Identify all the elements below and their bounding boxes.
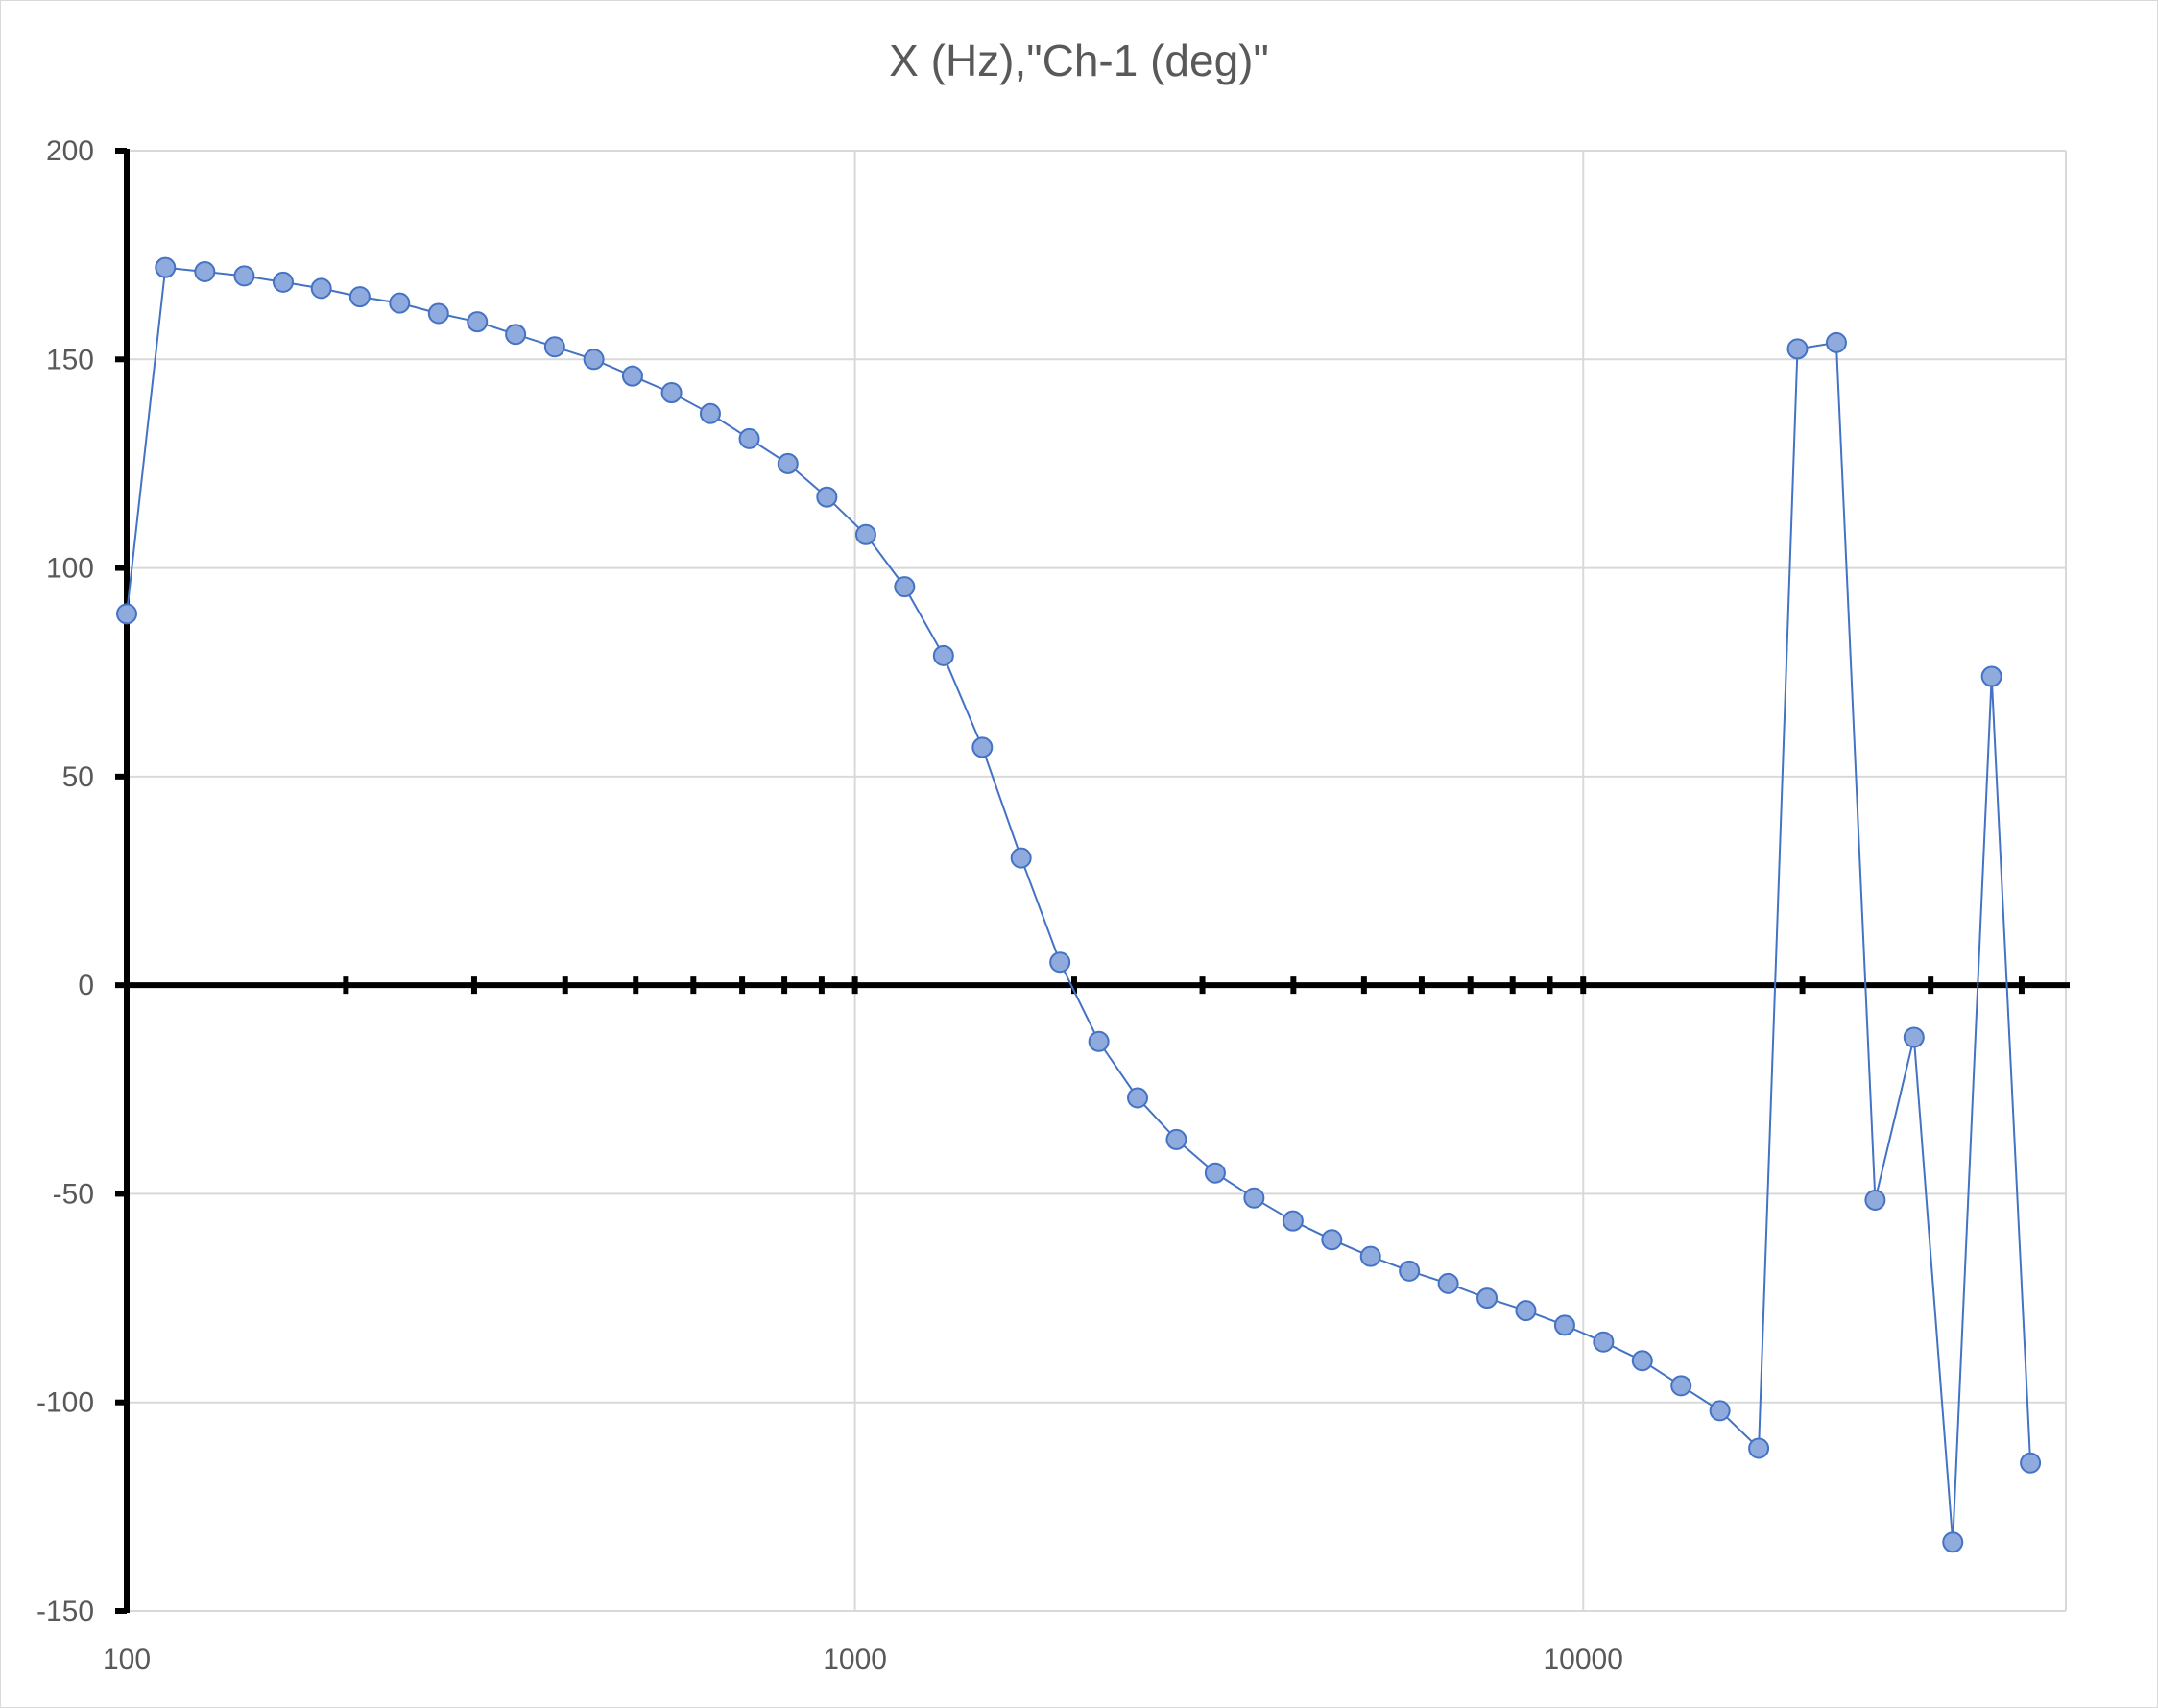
data-point	[660, 382, 683, 404]
data-point	[1903, 1026, 1925, 1048]
data-point	[971, 736, 994, 758]
data-point	[1359, 1245, 1381, 1267]
data-point	[1786, 338, 1809, 360]
data-point	[1476, 1287, 1499, 1310]
data-point	[1165, 1128, 1187, 1150]
data-point	[1321, 1229, 1343, 1251]
data-point	[1864, 1189, 1886, 1211]
data-point	[1515, 1300, 1537, 1322]
data-point	[389, 292, 411, 314]
data-point	[932, 644, 954, 666]
data-point	[116, 603, 137, 625]
x-tick-label: 1000	[823, 1644, 887, 1675]
data-point	[1127, 1087, 1149, 1109]
data-point	[194, 261, 216, 283]
y-tick-label: 0	[78, 970, 94, 1001]
data-point	[1748, 1437, 1770, 1459]
series-ch1	[116, 256, 2042, 1553]
data-point	[1593, 1331, 1615, 1353]
data-point	[738, 427, 760, 449]
data-point	[1980, 665, 2002, 687]
y-tick-label: -100	[36, 1387, 94, 1419]
data-point	[272, 271, 294, 293]
data-point	[854, 523, 876, 545]
y-tick-label: 150	[46, 344, 94, 375]
data-point	[155, 256, 177, 278]
x-tick-label: 100	[103, 1644, 151, 1675]
data-point	[1049, 951, 1071, 974]
data-point	[1825, 331, 1847, 353]
data-point	[1553, 1314, 1575, 1336]
data-point	[1282, 1210, 1304, 1232]
chart-title: X (Hz),"Ch-1 (deg)"	[889, 36, 1269, 85]
data-point	[427, 302, 449, 325]
data-point	[467, 311, 489, 333]
data-point	[1010, 847, 1032, 869]
data-point	[1942, 1531, 1964, 1553]
data-point	[1243, 1187, 1265, 1209]
data-point	[1088, 1030, 1110, 1052]
data-point	[310, 277, 332, 300]
data-point	[1631, 1350, 1653, 1372]
data-point	[2020, 1452, 2042, 1474]
data-point	[1399, 1260, 1421, 1282]
data-point	[816, 486, 838, 508]
data-point	[699, 402, 721, 424]
gridlines	[126, 150, 2067, 1612]
y-tick-label: 50	[62, 761, 94, 793]
y-tick-label: -50	[53, 1178, 94, 1210]
y-tick-label: 100	[46, 553, 94, 585]
axes	[115, 148, 2070, 1614]
data-point	[1204, 1162, 1226, 1184]
data-point	[777, 452, 799, 474]
data-point	[233, 265, 255, 287]
series-line	[126, 266, 2032, 1543]
x-tick-label: 10000	[1544, 1644, 1623, 1675]
data-point	[505, 324, 527, 346]
tick-labels: 200 150 100 50 0 -50 -100 -150 100 1000 10000	[36, 135, 1623, 1675]
y-tick-label: 200	[46, 135, 94, 167]
y-tick-label: -150	[36, 1596, 94, 1627]
data-point	[1437, 1272, 1459, 1294]
data-point	[894, 576, 916, 598]
data-point	[348, 286, 371, 308]
data-point	[1670, 1375, 1692, 1397]
data-point	[543, 336, 565, 358]
data-point	[1709, 1400, 1731, 1422]
data-point	[583, 349, 605, 371]
data-point	[621, 365, 643, 387]
